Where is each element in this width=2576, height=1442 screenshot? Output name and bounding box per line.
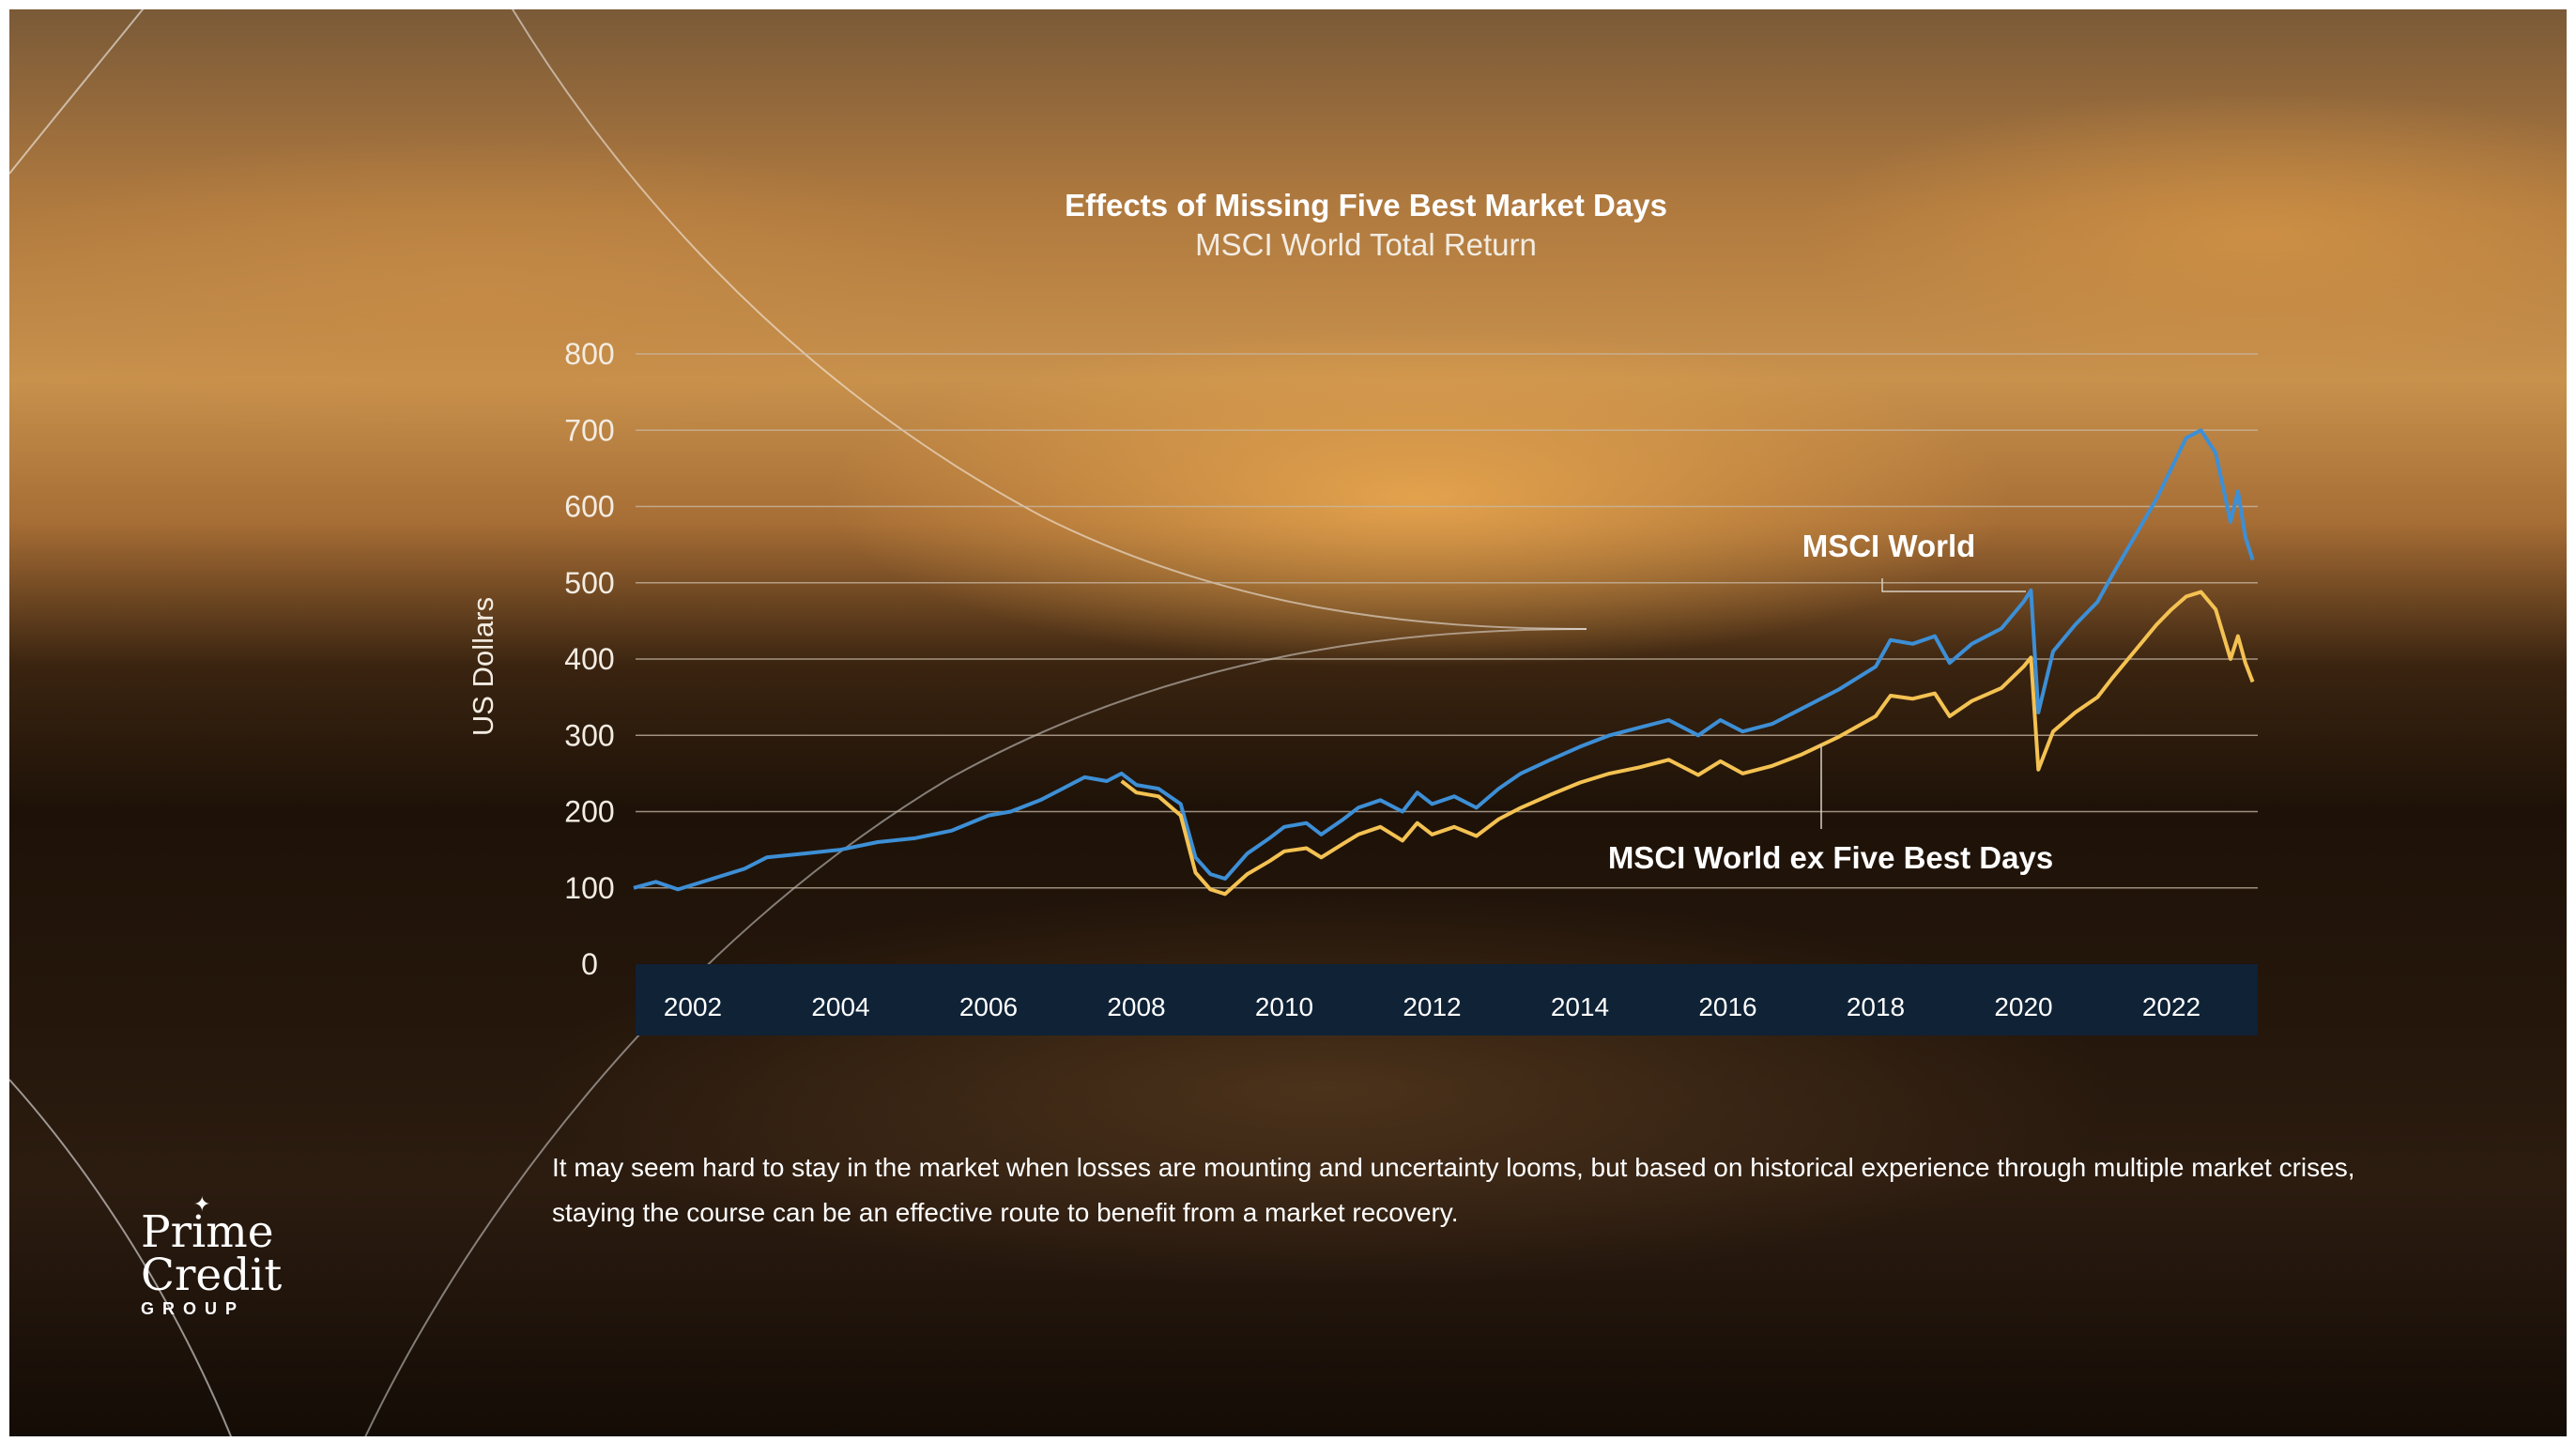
x-axis-band	[636, 964, 2258, 1035]
x-tick-label: 2004	[811, 992, 869, 1021]
y-tick-label: 200	[564, 795, 614, 829]
slide: Effects of Missing Five Best Market Days…	[9, 9, 2567, 1436]
series-label: MSCI World ex Five Best Days	[1608, 840, 2053, 875]
logo-line-2: Credit	[141, 1250, 283, 1301]
y-tick-label: 800	[564, 337, 614, 371]
decorative-arc	[9, 1079, 232, 1436]
y-tick-label: 500	[564, 566, 614, 600]
x-tick-label: 2012	[1403, 992, 1461, 1021]
decorative-arc	[511, 9, 1587, 630]
y-tick-label: 600	[564, 490, 614, 524]
x-tick-label: 2006	[959, 992, 1018, 1021]
x-tick-label: 2020	[1994, 992, 2052, 1021]
x-tick-label: 2018	[1847, 992, 1905, 1021]
series-line-msci-world	[633, 428, 2255, 892]
x-tick-label: 2008	[1107, 992, 1165, 1021]
series-label: MSCI World	[1802, 529, 1976, 563]
decorative-arc	[364, 628, 1587, 1436]
x-axis-ticks: 2002 2004 2006 2008 2010 2012 2014 2016 2018 2020…	[664, 992, 2200, 1021]
star-icon: ✦	[193, 1192, 211, 1216]
body-paragraph: It may seem hard to stay in the market w…	[552, 1153, 2355, 1227]
x-tick-label: 2010	[1255, 992, 1313, 1021]
decorative-arc	[9, 9, 145, 175]
y-tick-label: 300	[564, 718, 614, 752]
gridlines	[636, 353, 2258, 889]
chart-subtitle: MSCI World Total Return	[1195, 227, 1537, 262]
x-tick-label: 2002	[664, 992, 722, 1021]
decorative-arcs	[9, 9, 1587, 1436]
logo-line-3: GROUP	[141, 1299, 246, 1318]
y-axis-ticks: 0 100 200 300 400 500 600 700 800	[564, 337, 614, 981]
y-tick-label: 0	[581, 947, 598, 981]
y-tick-label: 400	[564, 642, 614, 676]
series-lines	[633, 428, 2255, 897]
y-tick-label: 700	[564, 413, 614, 447]
x-tick-label: 2016	[1698, 992, 1756, 1021]
series-label-leader	[1881, 578, 2026, 592]
series-line-ex-five-best-days	[1120, 590, 2255, 897]
y-tick-label: 100	[564, 871, 614, 905]
x-tick-label: 2014	[1551, 992, 1609, 1021]
series-labels: MSCI World MSCI World ex Five Best Days	[1608, 529, 2053, 875]
prime-credit-logo: ✦ Prime Credit GROUP	[141, 1192, 283, 1319]
chart-title: Effects of Missing Five Best Market Days	[1065, 188, 1667, 222]
x-tick-label: 2022	[2142, 992, 2200, 1021]
logo-line-1: Prime	[141, 1206, 274, 1258]
